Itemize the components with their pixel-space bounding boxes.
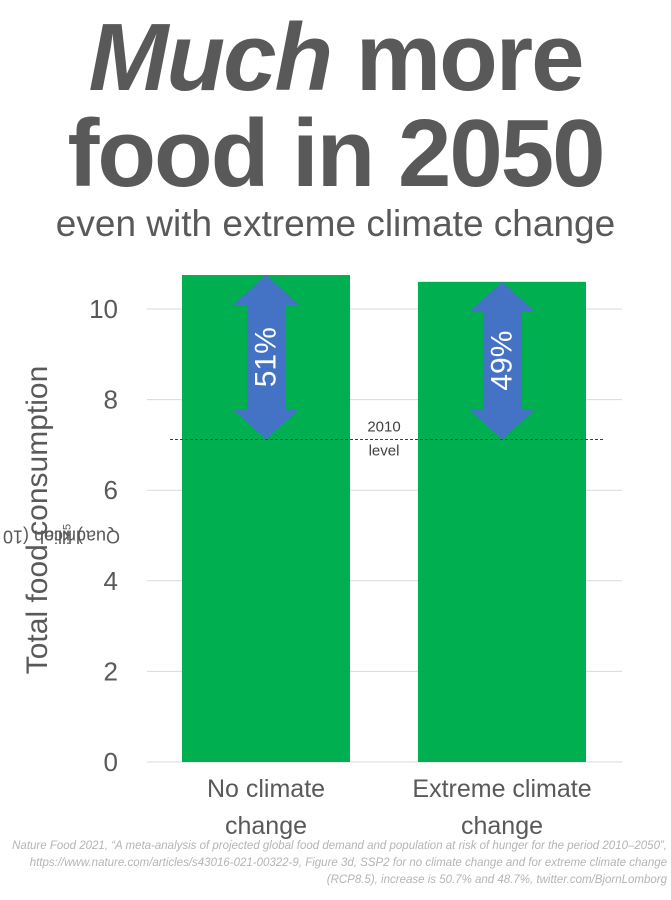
y-tick-label-0: 0	[104, 747, 118, 777]
subtitle: even with extreme climate change	[55, 203, 616, 244]
increase-label-1: 49%	[486, 331, 519, 391]
category-label-0-line-0: No climate	[207, 775, 325, 803]
source-note: Nature Food 2021, “A meta-analysis of pr…	[12, 840, 667, 886]
category-label-1-line-1: change	[461, 812, 543, 840]
reference-line-label-line-0: 2010	[367, 418, 400, 435]
category-label-1-line-0: Extreme climate	[412, 775, 591, 803]
headline-line1-rest: more	[331, 4, 585, 111]
increase-arrows: 51% 49%	[233, 275, 535, 440]
y-tick-label-4: 4	[104, 566, 118, 596]
increase-label-0: 51%	[250, 327, 283, 387]
headline-line2: food in 2050	[67, 100, 605, 207]
headline-emphasis: Much	[88, 4, 333, 111]
y-tick-label-8: 8	[104, 385, 118, 415]
axis-labels: 0 2 4 6 8 10 No climate change Extreme climate ch…	[89, 294, 592, 840]
y-tick-label-10: 10	[89, 294, 118, 324]
reference-line-group: 2010 level	[170, 418, 605, 459]
y-tick-label-6: 6	[104, 475, 118, 505]
category-label-0-line-1: change	[225, 812, 307, 840]
increase-arrow-1	[469, 281, 535, 440]
y-tick-label-2: 2	[104, 656, 118, 686]
increase-arrow-0	[233, 275, 299, 440]
bars	[182, 275, 586, 762]
reference-line-label-line-1: level	[369, 442, 400, 459]
